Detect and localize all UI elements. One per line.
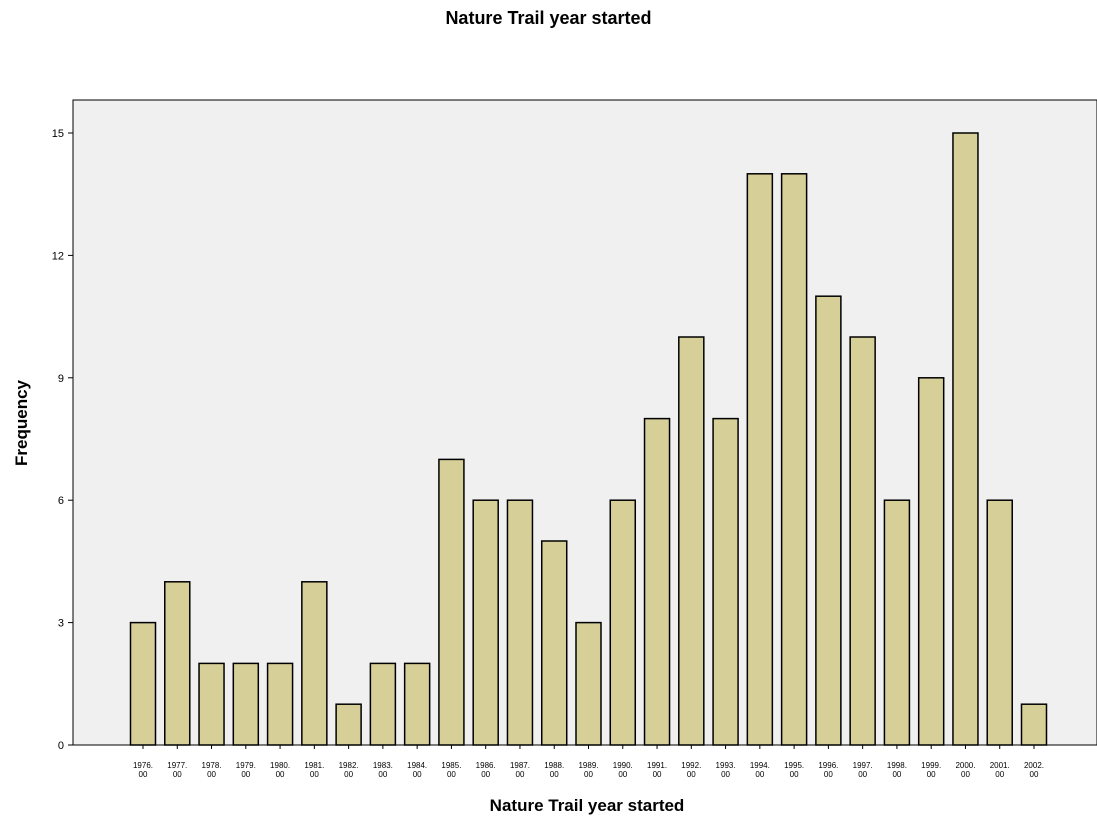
- y-axis: 0 3 6 9 12 15: [52, 128, 73, 752]
- bar-1979: [232, 662, 260, 746]
- bar-1988: [540, 540, 568, 746]
- x-tick-label: 1982. 00: [339, 761, 359, 779]
- x-tick-label: 1991. 00: [647, 761, 667, 779]
- bar-1985: [438, 458, 465, 746]
- x-tick-label: 1984. 00: [407, 761, 427, 779]
- x-tick-label: 2002. 00: [1024, 761, 1044, 779]
- x-tick-label: 1992. 00: [681, 761, 701, 779]
- y-tick-label: 3: [58, 618, 64, 630]
- x-tick-label: 1993. 00: [716, 761, 736, 779]
- y-tick-label: 15: [52, 128, 64, 140]
- x-tick-label: 1994. 00: [750, 761, 770, 779]
- bar-1997: [849, 336, 876, 746]
- bar-1992: [678, 336, 705, 746]
- bar-2001: [986, 499, 1013, 746]
- x-tick-label: 1986. 00: [476, 761, 496, 779]
- bar-1977: [164, 581, 191, 746]
- y-tick-label: 0: [58, 740, 64, 752]
- x-tick-label: 1978. 00: [202, 761, 222, 779]
- x-tick-label: 2001. 00: [990, 761, 1010, 779]
- bar-1982: [335, 703, 362, 746]
- x-tick-label: 2000. 00: [955, 761, 975, 779]
- x-tick-label: 1985. 00: [441, 761, 461, 779]
- bar-2002: [1020, 703, 1048, 746]
- x-tick-label: 1979. 00: [236, 761, 256, 779]
- x-tick-label: 1997. 00: [853, 761, 873, 779]
- bar-1998: [883, 499, 911, 746]
- bar-1991: [643, 417, 671, 746]
- x-tick-label: 1977. 00: [167, 761, 187, 779]
- x-tick-label: 1989. 00: [578, 761, 598, 779]
- bar-1994: [746, 173, 774, 746]
- y-tick-label: 12: [52, 250, 64, 262]
- x-axis: 1976. 00 1977. 00 1978. 00 1979. 00 1980. 00 1981.…: [133, 745, 1044, 779]
- bars: [129, 132, 1048, 746]
- bar-1993: [712, 417, 739, 746]
- x-axis-label: Nature Trail year started: [490, 796, 685, 815]
- x-tick-label: 1981. 00: [304, 761, 324, 779]
- bar-1983: [369, 662, 397, 746]
- bar-1990: [609, 499, 637, 746]
- x-tick-label: 1999. 00: [921, 761, 941, 779]
- bar-2000: [952, 132, 979, 746]
- x-tick-label: 1996. 00: [818, 761, 838, 779]
- x-tick-label: 1983. 00: [373, 761, 393, 779]
- x-tick-label: 1990. 00: [613, 761, 633, 779]
- y-tick-label: 9: [58, 373, 64, 385]
- bar-1984: [403, 662, 431, 746]
- x-tick-label: 1976. 00: [133, 761, 153, 779]
- bar-1980: [266, 662, 294, 746]
- x-tick-label: 1998. 00: [887, 761, 907, 779]
- x-tick-label: 1980. 00: [270, 761, 290, 779]
- bar-1976: [129, 621, 157, 746]
- bar-1981: [301, 581, 328, 746]
- x-tick-label: 1988. 00: [544, 761, 564, 779]
- x-tick-label: 1987. 00: [510, 761, 530, 779]
- bar-1987: [506, 499, 534, 746]
- bar-1986: [472, 499, 499, 746]
- bar-1989: [575, 621, 602, 746]
- bar-1978: [198, 662, 225, 746]
- bar-1996: [815, 295, 842, 746]
- bar-1995: [780, 173, 808, 746]
- y-tick-label: 6: [58, 495, 64, 507]
- x-tick-label: 1995. 00: [784, 761, 804, 779]
- bar-1999: [917, 377, 945, 746]
- chart-title: Nature Trail year started: [445, 8, 652, 28]
- y-axis-label: Frequency: [12, 379, 31, 466]
